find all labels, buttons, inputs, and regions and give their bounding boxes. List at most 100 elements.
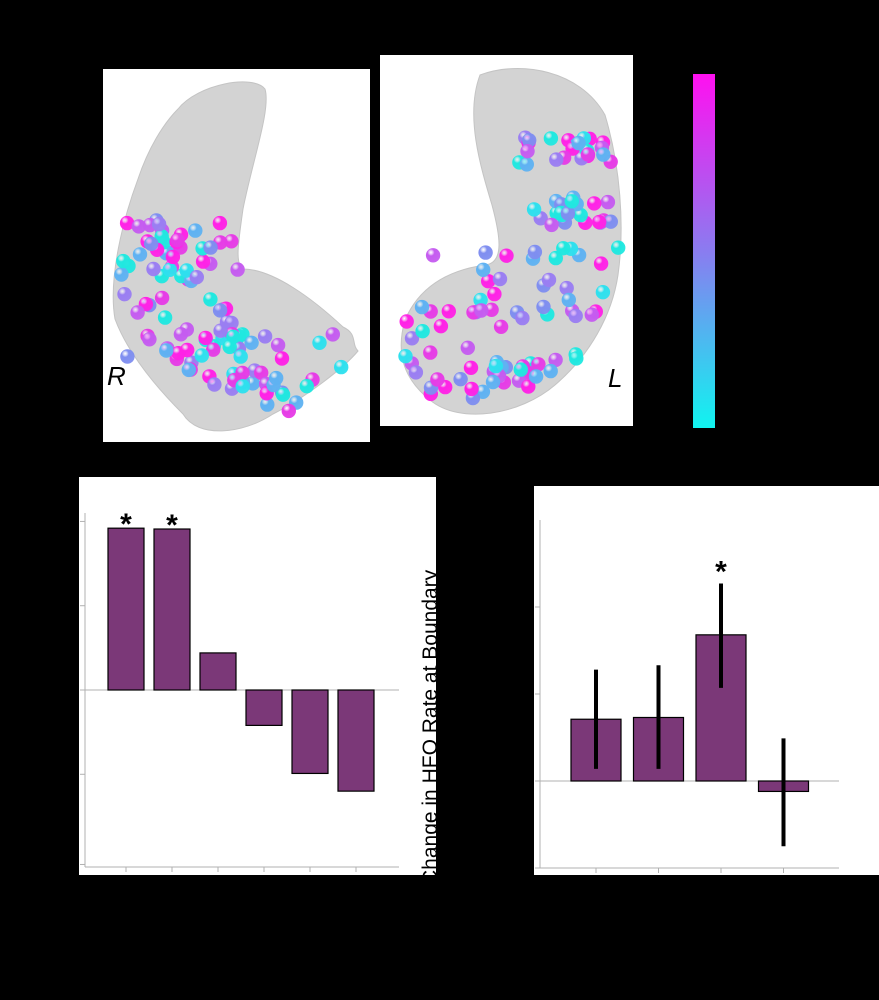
electrode-marker — [334, 359, 349, 375]
electrode-marker — [515, 310, 530, 326]
electrode-marker — [203, 292, 218, 307]
electrode-marker — [144, 236, 159, 251]
electrode-marker — [460, 340, 475, 355]
electrode-marker — [257, 329, 273, 344]
electrode-marker — [207, 377, 222, 392]
electrode-marker — [212, 303, 228, 318]
electrode-marker — [213, 323, 228, 338]
bar — [199, 652, 237, 691]
electrode-marker — [527, 244, 543, 260]
electrode-marker — [544, 217, 559, 233]
electrode-marker — [230, 262, 245, 277]
electrode-marker — [179, 263, 194, 278]
electrode-marker — [476, 262, 491, 277]
electrode-marker — [116, 253, 131, 269]
electrode-marker — [584, 307, 599, 322]
electrode-marker — [595, 285, 611, 300]
right-hippocampus-render — [112, 81, 359, 432]
electrode-marker — [580, 147, 596, 162]
electrode-marker — [548, 352, 563, 368]
electrode-marker — [485, 374, 501, 390]
electrode-marker — [170, 232, 185, 248]
electrode-marker — [154, 290, 170, 306]
electrode-marker — [235, 379, 250, 394]
electrode-marker — [564, 194, 579, 209]
electrode-marker — [592, 214, 607, 230]
electrode-marker — [188, 223, 203, 238]
electrode-marker — [244, 335, 259, 350]
electrode-marker — [180, 342, 195, 358]
electrode-marker — [487, 286, 502, 302]
electrode-marker — [520, 144, 535, 159]
significance-marker: * — [166, 509, 178, 542]
electrode-marker — [224, 234, 239, 249]
electrode-marker — [260, 397, 275, 412]
electrode-marker — [206, 342, 221, 357]
electrode-marker — [531, 357, 546, 372]
bar — [291, 689, 329, 775]
electrode-marker — [464, 381, 479, 397]
electrode-marker — [441, 304, 456, 319]
electrode-marker — [130, 305, 145, 320]
electrode-marker — [560, 206, 576, 221]
electrode-marker — [173, 327, 189, 342]
left-hemisphere-panel: L — [380, 55, 633, 426]
electrode-marker — [275, 387, 291, 402]
electrode-marker — [233, 349, 248, 364]
electrode-marker — [433, 319, 449, 334]
left-hippocampus-shape — [400, 68, 622, 415]
electrode-marker — [536, 299, 551, 315]
electrode-marker — [117, 287, 132, 302]
electrode-marker — [194, 348, 209, 363]
electrode-marker — [559, 280, 574, 296]
electrode-marker — [571, 135, 586, 151]
electrode-marker — [189, 270, 204, 285]
electrode-marker — [312, 335, 327, 350]
electrode-marker — [254, 365, 269, 380]
electrode-marker — [473, 292, 488, 308]
electrode-marker — [499, 248, 514, 263]
electrode-marker — [325, 327, 340, 342]
electrode-marker — [587, 196, 602, 211]
chart-right-panel: * — [534, 486, 879, 875]
electrode-marker — [159, 343, 174, 358]
electrode-marker — [142, 332, 157, 347]
electrode-marker — [561, 292, 576, 308]
colorbar — [693, 74, 715, 428]
electrode-marker — [398, 349, 413, 364]
left-side-label: L — [608, 363, 623, 393]
right-electrode-markers — [114, 213, 349, 419]
electrode-marker — [528, 369, 544, 384]
electrode-marker — [132, 247, 148, 262]
left-electrode-markers — [398, 130, 626, 406]
electrode-marker — [453, 372, 468, 387]
bar — [153, 528, 191, 691]
electrode-marker — [526, 202, 542, 217]
electrode-marker — [556, 241, 571, 256]
electrode-marker — [519, 157, 534, 172]
electrode-marker — [299, 379, 314, 394]
electrode-marker — [423, 345, 438, 360]
electrode-marker — [269, 370, 284, 386]
electrode-marker — [569, 351, 584, 366]
right-side-label: R — [107, 361, 126, 391]
electrode-marker — [493, 319, 509, 334]
electrode-marker — [119, 215, 135, 231]
electrode-marker — [593, 256, 609, 271]
chart-left: * * — [80, 508, 399, 872]
electrode-marker — [224, 315, 239, 331]
electrode-marker — [203, 240, 218, 255]
right-hippocampus-shape — [112, 81, 359, 432]
electrode-marker — [114, 267, 129, 282]
electrode-marker — [162, 262, 177, 277]
electrode-marker — [408, 365, 424, 380]
electrode-marker — [212, 215, 228, 231]
electrode-marker — [521, 379, 536, 394]
electrode-marker — [195, 254, 211, 269]
bar — [107, 527, 145, 691]
electrode-marker — [474, 303, 489, 318]
electrode-marker — [522, 133, 537, 148]
significance-marker: * — [715, 556, 727, 589]
electrode-marker — [281, 403, 296, 419]
electrode-marker — [481, 274, 496, 289]
